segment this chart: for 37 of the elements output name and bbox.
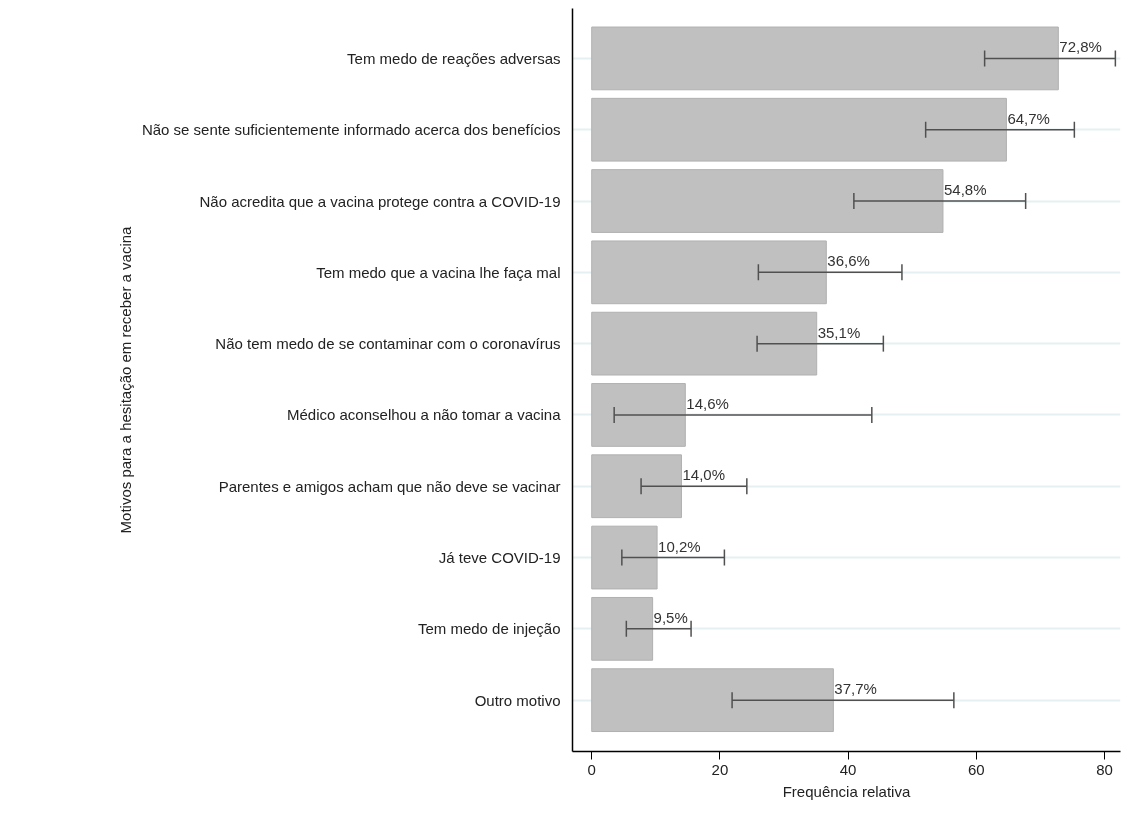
data-label: 35,1%	[817, 323, 861, 341]
y-tick-label: Tem medo de injeção	[417, 620, 561, 638]
y-tick-label: Médico aconselhou a não tomar a vacina	[287, 406, 562, 424]
data-label: 37,7%	[834, 680, 877, 698]
y-tick-label: Tem medo que a vacina lhe faça mal	[316, 263, 561, 281]
x-tick-label: 0	[587, 760, 596, 778]
x-tick-label: 60	[967, 760, 985, 778]
y-tick-label: Não se sente suficientemente informado acerca dos benefícios	[141, 121, 561, 139]
x-tick-label: 40	[839, 760, 857, 778]
data-label: 10,2%	[658, 537, 701, 555]
y-tick-label: Tem medo de reações adversas	[347, 49, 561, 67]
y-tick-label: Já teve COVID-19	[438, 549, 561, 567]
bar	[591, 454, 682, 519]
x-tick-label: 80	[1096, 760, 1113, 778]
data-label: 14,6%	[686, 394, 729, 412]
x-tick-label: 20	[711, 760, 729, 778]
y-tick-label: Não tem medo de se contaminar com o coronavírus	[215, 335, 561, 353]
bar	[591, 668, 834, 733]
y-tick-label: Outro motivo	[474, 691, 561, 709]
data-label: 9,5%	[653, 608, 688, 626]
y-tick-label: Não acredita que a vacina protege contra a COVID-19	[199, 192, 561, 210]
data-label: 14,0%	[682, 466, 726, 484]
bar	[591, 596, 654, 661]
bar	[591, 97, 1007, 162]
y-tick-label: Parentes e amigos acham que não deve se vacinar	[218, 477, 561, 495]
bar	[591, 240, 827, 305]
data-label: 72,8%	[1059, 38, 1102, 56]
x-axis-title: Frequência relativa	[782, 782, 911, 800]
data-label: 54,8%	[943, 181, 987, 199]
bar	[591, 26, 1059, 91]
bar	[591, 169, 944, 233]
data-label: 64,7%	[1007, 109, 1050, 127]
bar	[591, 311, 818, 376]
bar	[591, 383, 686, 447]
bar	[591, 525, 658, 590]
data-label: 36,6%	[827, 252, 870, 270]
y-axis-title: Motivos para a hesitação em receber a vacina	[116, 225, 134, 534]
